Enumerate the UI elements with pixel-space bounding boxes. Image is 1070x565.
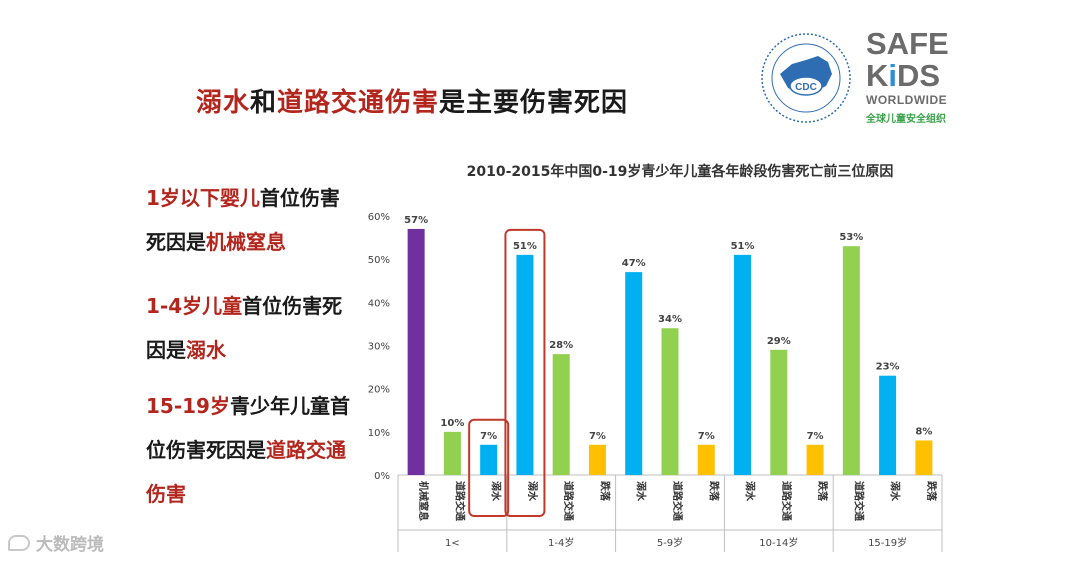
note-toddler: 1-4岁儿童首位伤害死因是溺水 xyxy=(146,284,351,372)
y-tick-label: 50% xyxy=(368,255,390,266)
title-part: 是主要伤害死因 xyxy=(439,88,629,118)
y-tick-label: 30% xyxy=(368,342,390,353)
bar-cause-label: 跌落 xyxy=(598,481,611,502)
safekids-logo: SAFE KiDS WORLDWIDE 全球儿童安全组织 xyxy=(866,26,956,126)
note-part: 机械窒息 xyxy=(206,230,286,254)
bar-cause-label: 溺水 xyxy=(889,481,902,502)
bar-value-label: 47% xyxy=(622,258,646,269)
title-part: 道路交通伤害 xyxy=(277,88,440,118)
bar-value-label: 28% xyxy=(549,340,573,351)
bar-cause-label: 溺水 xyxy=(744,481,757,502)
y-tick-label: 40% xyxy=(368,298,390,309)
watermark-icon xyxy=(8,534,30,551)
note-part: 首位伤害死因是 xyxy=(146,294,343,362)
note-part: 青少年儿童首位伤害死因是 xyxy=(146,394,350,462)
note-teen: 15-19岁青少年儿童首位伤害死因是道路交通伤害 xyxy=(146,384,351,516)
bar-value-label: 7% xyxy=(807,431,824,442)
y-tick-label: 0% xyxy=(374,471,390,482)
group-label: 10-14岁 xyxy=(759,536,798,549)
y-tick-label: 10% xyxy=(368,428,390,439)
group-label: 1-4岁 xyxy=(548,536,574,549)
note-part: 道路交通伤害 xyxy=(146,438,346,506)
bar xyxy=(625,272,643,475)
bar-cause-label: 跌落 xyxy=(925,481,938,502)
bar-value-label: 29% xyxy=(767,336,791,347)
bar-value-label: 7% xyxy=(480,431,497,442)
note-part: 15-19岁 xyxy=(146,394,230,418)
bar xyxy=(516,254,534,475)
safekids-line4: 全球儿童安全组织 xyxy=(866,114,946,125)
safekids-line3: WORLDWIDE xyxy=(866,93,948,107)
watermark-text: 大数跨境 xyxy=(36,535,104,555)
bar xyxy=(697,444,715,475)
bar-cause-label: 跌落 xyxy=(707,481,720,502)
note-part: 溺水 xyxy=(186,338,226,362)
bar-cause-label: 跌落 xyxy=(816,481,829,502)
bar xyxy=(734,254,752,475)
safekids-i: i xyxy=(888,58,898,93)
group-label: 1< xyxy=(445,538,460,549)
bar xyxy=(806,444,824,475)
note-part: 首位伤害死因是 xyxy=(146,186,340,254)
bar-cause-label: 道路交通 xyxy=(453,481,466,521)
bar-value-label: 23% xyxy=(876,362,900,373)
bar-value-label: 7% xyxy=(698,431,715,442)
bar xyxy=(480,444,498,475)
bar-cause-label: 溺水 xyxy=(635,481,648,502)
cdc-label: CDC xyxy=(795,82,817,93)
y-tick-label: 20% xyxy=(368,385,390,396)
note-part: 1-4岁儿童 xyxy=(146,294,243,318)
highlight-box xyxy=(504,228,546,517)
bar xyxy=(552,354,570,475)
bar-value-label: 57% xyxy=(404,215,428,226)
bar-cause-label: 溺水 xyxy=(526,481,539,502)
group-label: 15-19岁 xyxy=(868,536,907,549)
bar xyxy=(842,246,860,475)
bar-value-label: 51% xyxy=(513,241,537,252)
note-part: 1岁以下婴儿 xyxy=(146,186,260,210)
highlight-box xyxy=(468,418,510,517)
chart-title: 2010-2015年中国0-19岁青少年儿童各年龄段伤害死亡前三位原因 xyxy=(467,163,894,180)
group-label: 5-9岁 xyxy=(657,536,683,549)
bar-value-label: 10% xyxy=(440,418,464,429)
bar-cause-label: 道路交通 xyxy=(852,481,865,521)
bar-value-label: 51% xyxy=(731,241,755,252)
watermark: 大数跨境 xyxy=(8,530,104,555)
note-infant: 1岁以下婴儿首位伤害死因是机械窒息 xyxy=(146,176,351,264)
bar-cause-label: 道路交通 xyxy=(780,481,793,521)
bar-cause-label: 机械窒息 xyxy=(417,481,430,521)
bar xyxy=(770,349,788,475)
bar-value-label: 53% xyxy=(839,232,863,243)
safekids-ds: DS xyxy=(897,58,941,93)
bar-cause-label: 道路交通 xyxy=(671,481,684,521)
bar-cause-label: 道路交通 xyxy=(562,481,575,521)
bar-cause-label: 溺水 xyxy=(490,481,503,502)
safekids-line1: SAFE xyxy=(866,26,949,61)
safekids-k: K xyxy=(866,58,889,93)
bar-value-label: 7% xyxy=(589,431,606,442)
bar xyxy=(661,328,679,475)
bar-value-label: 8% xyxy=(915,426,932,437)
title-part: 和 xyxy=(250,88,278,118)
bar xyxy=(443,431,461,475)
bar xyxy=(407,228,425,475)
title-part: 溺水 xyxy=(196,88,251,118)
cdc-logo: CDC xyxy=(761,33,851,123)
bar xyxy=(915,440,933,475)
y-tick-label: 60% xyxy=(368,212,390,223)
slide-title: 溺水和道路交通伤害是主要伤害死因 xyxy=(196,82,628,119)
bar-value-label: 34% xyxy=(658,314,682,325)
bar xyxy=(588,444,606,475)
safekids-line2: KiDS xyxy=(866,60,956,92)
bar xyxy=(879,375,897,475)
